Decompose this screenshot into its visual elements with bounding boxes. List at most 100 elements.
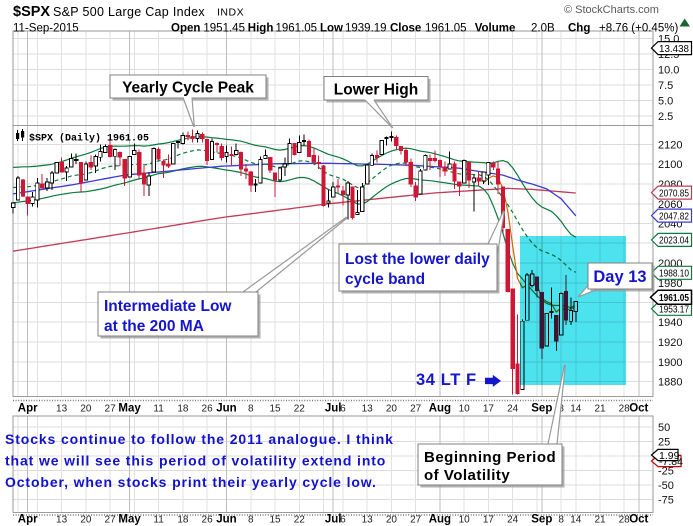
svg-text:Oct: Oct: [629, 514, 648, 526]
svg-text:8: 8: [558, 515, 564, 526]
svg-text:2060: 2060: [658, 199, 682, 211]
svg-text:27: 27: [105, 515, 117, 526]
svg-text:May: May: [118, 403, 141, 415]
svg-text:8: 8: [248, 404, 254, 415]
svg-text:Apr: Apr: [18, 403, 38, 415]
svg-text:27: 27: [410, 404, 422, 415]
svg-text:1.99: 1.99: [659, 450, 680, 462]
svg-text:1980: 1980: [658, 278, 682, 290]
svg-text:Sep: Sep: [531, 403, 552, 415]
svg-text:13: 13: [362, 515, 374, 526]
svg-text:6: 6: [340, 515, 346, 526]
svg-text:11-Sep-2015: 11-Sep-2015: [13, 23, 79, 35]
svg-text:Aug: Aug: [429, 514, 451, 526]
svg-text:15: 15: [269, 515, 281, 526]
svg-text:24: 24: [507, 515, 519, 526]
svg-text:26: 26: [202, 515, 214, 526]
svg-text:28: 28: [619, 515, 631, 526]
svg-text:2047.82: 2047.82: [659, 210, 689, 222]
svg-text:14: 14: [570, 515, 582, 526]
svg-text:26: 26: [202, 404, 214, 415]
svg-text:Aug: Aug: [429, 403, 451, 415]
svg-text:Stocks continue to follow the: Stocks continue to follow the 2011 analo…: [5, 431, 394, 447]
svg-text:Jun: Jun: [216, 514, 236, 526]
svg-text:1953.17: 1953.17: [659, 304, 689, 316]
svg-text:24: 24: [507, 404, 519, 415]
svg-text:Volume: Volume: [475, 23, 516, 35]
svg-text:Open: Open: [171, 23, 200, 35]
svg-text:1900: 1900: [658, 357, 682, 369]
svg-text:1940: 1940: [658, 317, 682, 329]
svg-text:1951.45: 1951.45: [203, 23, 245, 35]
svg-text:34 LT F: 34 LT F: [416, 371, 477, 389]
svg-text:2.0B: 2.0B: [531, 23, 555, 35]
svg-text:Day 13: Day 13: [593, 268, 646, 286]
svg-text:1920: 1920: [658, 337, 682, 349]
svg-text:14: 14: [570, 404, 582, 415]
svg-text:of Volatility: of Volatility: [424, 467, 510, 484]
svg-text:22: 22: [294, 404, 306, 415]
svg-text:at the 200 MA: at the 200 MA: [104, 318, 204, 335]
svg-text:21: 21: [594, 515, 606, 526]
svg-text:8: 8: [558, 404, 564, 415]
svg-text:Jun: Jun: [216, 403, 236, 415]
svg-text:10: 10: [459, 404, 471, 415]
svg-text:6: 6: [340, 404, 346, 415]
svg-text:October, when stocks print the: October, when stocks print their yearly …: [5, 474, 377, 490]
svg-text:1988.10: 1988.10: [659, 268, 689, 280]
svg-text:Low: Low: [320, 23, 343, 35]
svg-text:INDX: INDX: [217, 7, 244, 19]
svg-text:-50: -50: [658, 480, 674, 492]
svg-text:11: 11: [153, 515, 164, 526]
svg-text:8: 8: [248, 515, 254, 526]
svg-text:$SPX (Daily) 1961.05: $SPX (Daily) 1961.05: [29, 133, 149, 145]
svg-text:May: May: [118, 514, 141, 526]
svg-text:that we will see this period o: that we will see this period of volatili…: [5, 453, 386, 469]
svg-text:Oct: Oct: [629, 403, 648, 415]
svg-text:$SPX: $SPX: [13, 4, 50, 20]
svg-text:18: 18: [177, 515, 189, 526]
svg-text:1939.19: 1939.19: [345, 23, 387, 35]
svg-text:28: 28: [619, 404, 631, 415]
svg-text:2023.04: 2023.04: [659, 235, 689, 247]
svg-text:Jul: Jul: [325, 403, 342, 415]
svg-text:2100: 2100: [658, 159, 682, 171]
svg-text:13.438: 13.438: [659, 43, 689, 55]
svg-text:1961.05: 1961.05: [659, 292, 689, 304]
svg-text:25: 25: [658, 436, 670, 448]
svg-text:17: 17: [483, 515, 495, 526]
svg-text:20: 20: [80, 515, 92, 526]
svg-text:Apr: Apr: [18, 514, 38, 526]
svg-text:13: 13: [56, 515, 68, 526]
svg-text:13: 13: [362, 404, 374, 415]
svg-text:1880: 1880: [658, 377, 682, 389]
svg-text:17: 17: [483, 404, 495, 415]
svg-text:Chg: Chg: [568, 23, 590, 35]
svg-text:20: 20: [386, 515, 398, 526]
svg-text:Beginning Period: Beginning Period: [424, 449, 556, 466]
svg-text:20: 20: [80, 404, 92, 415]
svg-text:20: 20: [386, 404, 398, 415]
svg-text:2120: 2120: [658, 140, 682, 152]
svg-text:High: High: [248, 23, 274, 35]
svg-text:18: 18: [177, 404, 189, 415]
svg-text:Close: Close: [390, 23, 421, 35]
svg-text:2070.85: 2070.85: [659, 187, 689, 199]
svg-text:Yearly Cycle Peak: Yearly Cycle Peak: [122, 80, 254, 97]
svg-text:27: 27: [410, 515, 422, 526]
svg-text:1961.05: 1961.05: [276, 23, 318, 35]
svg-text:7.5: 7.5: [658, 80, 673, 92]
svg-text:27: 27: [105, 404, 117, 415]
svg-text:S&P 500 Large Cap Index: S&P 500 Large Cap Index: [53, 5, 205, 19]
svg-text:Jul: Jul: [325, 514, 342, 526]
svg-text:Lost the lower daily: Lost the lower daily: [345, 251, 490, 268]
svg-text:Sep: Sep: [531, 514, 552, 526]
svg-text:50: 50: [658, 422, 670, 434]
svg-text:cycle band: cycle band: [345, 271, 425, 288]
svg-text:10.0: 10.0: [658, 65, 679, 77]
svg-text:15: 15: [269, 404, 281, 415]
svg-text:21: 21: [594, 404, 606, 415]
svg-text:10: 10: [459, 515, 471, 526]
svg-text:1961.05: 1961.05: [425, 23, 467, 35]
svg-text:-25: -25: [658, 466, 674, 478]
